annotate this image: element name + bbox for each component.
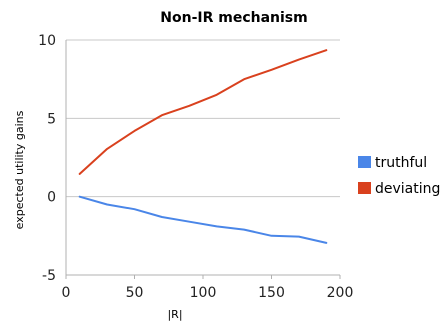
axes [65,40,341,279]
y-tick-label: 0 [47,190,56,206]
x-tick-label: 150 [258,285,285,301]
series-line-truthful [78,195,328,244]
chart-title: Non-IR mechanism [160,10,307,26]
series-line-deviating [78,49,328,175]
x-axis-label: |R| [167,308,182,321]
legend-label-deviating: deviating [375,181,440,197]
x-tick-labels: 0 50 100 150 200 [62,285,354,301]
gridlines [66,39,340,276]
y-tick-label: -5 [42,268,56,284]
x-tick-label: 0 [62,285,71,301]
legend: truthful deviating [358,155,440,197]
series-lines [78,49,328,244]
legend-label-truthful: truthful [375,155,427,171]
x-tick-label: 100 [190,285,217,301]
y-tick-labels: -5 0 5 10 [38,33,56,284]
y-tick-label: 5 [47,111,56,127]
x-tick-label: 50 [126,285,144,301]
y-tick-label: 10 [38,33,56,49]
legend-swatch-deviating [358,182,371,194]
x-tick-label: 200 [327,285,354,301]
y-axis-label: expected utility gains [13,110,26,229]
legend-swatch-truthful [358,156,371,168]
